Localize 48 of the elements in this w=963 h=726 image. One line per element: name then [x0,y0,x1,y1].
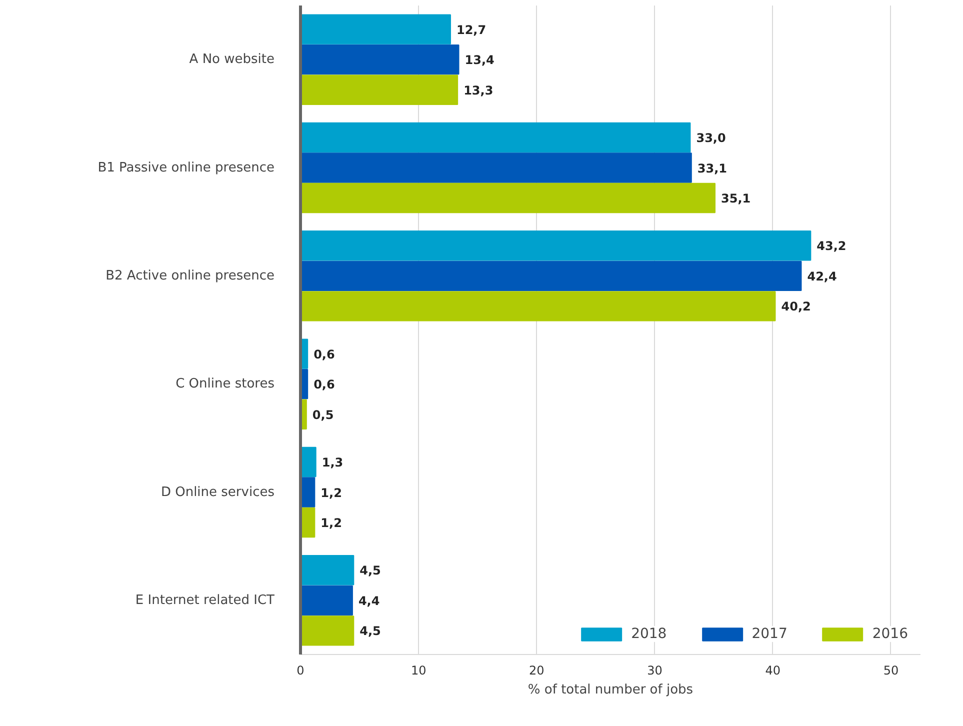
data-label: 1,2 [320,486,342,500]
bar [300,230,812,261]
bar [300,74,458,105]
legend-label: 2017 [752,626,788,642]
bar [300,260,802,292]
data-label: 33,0 [696,130,726,145]
bar [300,291,776,322]
bar [300,477,316,508]
data-label: 40,2 [781,300,811,314]
data-label: 13,3 [464,83,494,98]
x-tick-label: 40 [765,664,781,678]
x-tick-label: 0 [296,664,304,678]
data-label: 33,1 [697,161,728,176]
data-label: 1,3 [322,455,344,470]
x-axis-title: % of total number of jobs [528,682,694,698]
data-label: 4,5 [360,564,381,578]
y-tick-label: E Internet related ICT [135,592,275,608]
bar [300,122,691,153]
data-label: 12,7 [456,22,486,37]
bar [300,585,353,616]
x-tick-label: 50 [883,664,899,678]
data-label: 4,4 [358,594,380,608]
data-label: 43,2 [816,239,846,254]
x-tick-label: 20 [529,664,544,678]
data-label: 13,4 [464,53,494,68]
bar [300,152,692,183]
data-label: 42,4 [807,269,837,284]
bar [300,555,354,586]
bar [300,182,716,214]
y-tick-label: A No website [189,52,275,68]
y-tick-label: B1 Passive online presence [98,160,275,176]
y-tick-label: B2 Active online presence [106,268,275,284]
data-label: 4,5 [360,624,381,638]
x-tick-label: 10 [410,664,426,678]
data-label: 35,1 [721,192,751,206]
data-label: 1,2 [320,516,342,530]
bar [300,446,316,478]
data-label: 0,6 [314,378,335,392]
y-tick-label: D Online services [160,484,275,500]
legend-label: 2016 [872,626,908,642]
bar [300,14,451,44]
data-label: 0,5 [312,408,334,422]
y-tick-label: C Online stores [176,376,275,392]
bar [300,44,460,75]
bar [300,616,354,646]
data-label: 0,6 [314,347,335,362]
x-tick-label: 30 [647,664,662,678]
legend-label: 2018 [631,626,667,642]
